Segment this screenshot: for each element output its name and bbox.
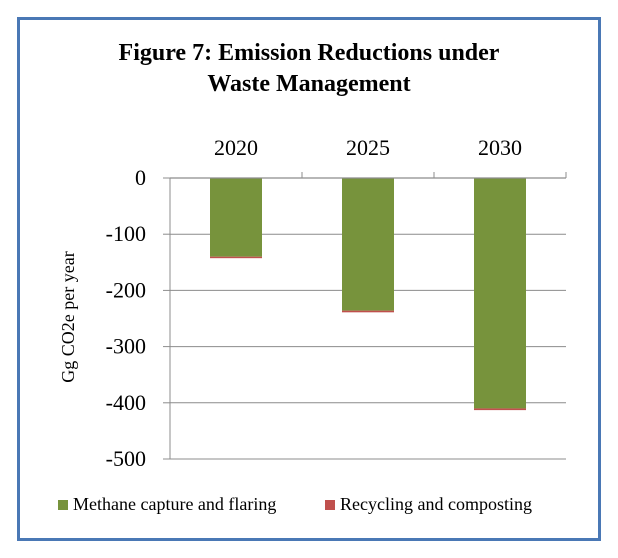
legend-swatch: [58, 500, 68, 510]
y-tick-label: -100: [106, 221, 146, 246]
y-tick-label: 0: [135, 165, 146, 190]
category-label: 2020: [214, 135, 258, 160]
bar-recycling-2020: [210, 256, 262, 259]
y-tick-label: -400: [106, 390, 146, 415]
chart-title: Figure 7: Emission Reductions under Wast…: [0, 38, 618, 100]
legend-swatch: [325, 500, 335, 510]
y-axis-label: Gg CO2e per year: [58, 251, 78, 382]
legend-label: Recycling and composting: [340, 494, 532, 514]
y-tick-label: -300: [106, 334, 146, 359]
bars: [210, 178, 526, 411]
chart-title-line-2: Waste Management: [207, 71, 411, 97]
category-label: 2030: [478, 135, 522, 160]
y-tick-label: -500: [106, 446, 146, 471]
bar-methane-2025: [342, 178, 394, 311]
category-label: 2025: [346, 135, 390, 160]
chart-title-line-1: Figure 7: Emission Reductions under: [118, 40, 500, 66]
category-labels: 2020 2025 2030: [214, 135, 522, 160]
bar-recycling-2030: [474, 408, 526, 411]
bar-recycling-2025: [342, 310, 394, 313]
y-tick-labels: 0 -100 -200 -300 -400 -500: [106, 165, 146, 471]
bar-methane-2030: [474, 178, 526, 409]
legend-label: Methane capture and flaring: [73, 494, 276, 514]
axes: [163, 172, 567, 460]
y-tick-label: -200: [106, 277, 146, 302]
legend: Methane capture and flaring Recycling and…: [58, 494, 532, 514]
bar-methane-2020: [210, 178, 262, 257]
